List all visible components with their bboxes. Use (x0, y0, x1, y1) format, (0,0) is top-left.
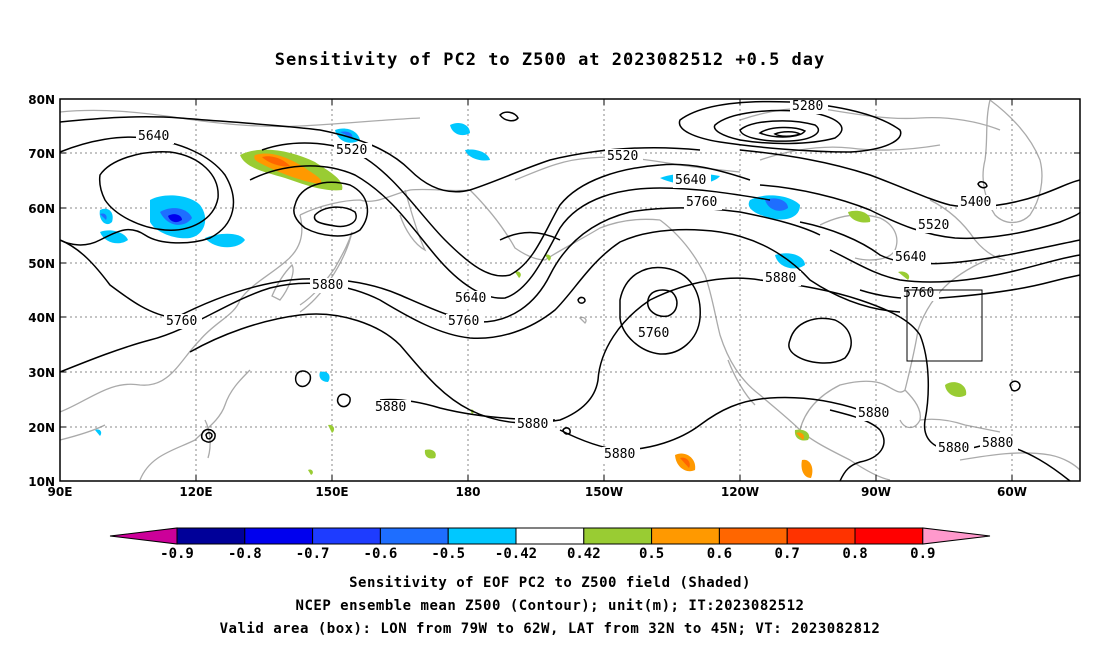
colorbar-segment (244, 527, 314, 545)
lon-label: 150E (315, 485, 348, 499)
contour-label: 5640 (138, 129, 169, 144)
colorbar-segment (176, 527, 246, 545)
colorbar-segment (854, 527, 924, 545)
colorbar-label: -0.8 (228, 546, 262, 562)
contour-label-group: 5280 5640 5520 5520 5640 5760 5400 5520 … (136, 99, 1018, 462)
footer-line-valid-area: Valid area (box): LON from 79W to 62W, L… (219, 621, 881, 637)
lat-label: 10N (28, 475, 55, 489)
lon-label: 60W (997, 485, 1027, 499)
contour-label: 5880 (938, 441, 969, 456)
contour-label: 5880 (604, 447, 635, 462)
colorbar-segment (379, 527, 449, 545)
colorbar-segment (786, 527, 856, 545)
contour-label: 5760 (686, 195, 717, 210)
axis-ticks (60, 98, 1080, 482)
contour-label: 5640 (895, 250, 926, 265)
contour-label: 5520 (336, 143, 367, 158)
contour-label: 5400 (960, 195, 991, 210)
map-frame (59, 98, 1081, 482)
lon-label: 90E (48, 485, 73, 499)
colorbar-segment (447, 527, 517, 545)
lat-label: 20N (28, 421, 55, 435)
contour-label: 5880 (312, 278, 343, 293)
latitude-labels: 80N 70N 60N 50N 40N 30N 20N 10N (28, 93, 55, 489)
lat-label: 40N (28, 311, 55, 325)
lon-label: 180 (455, 485, 480, 499)
colorbar-segment (583, 527, 653, 545)
colorbar-segment (651, 527, 720, 545)
colorbar-end-high (922, 527, 991, 545)
colorbar-label: -0.7 (296, 546, 330, 562)
lat-label: 70N (28, 147, 55, 161)
contour-label: 5880 (765, 271, 796, 286)
contour-label: 5640 (455, 291, 486, 306)
lat-label: 60N (28, 202, 55, 216)
lat-label: 30N (28, 366, 55, 380)
footer-line-shading: Sensitivity of EOF PC2 to Z500 field (Sh… (349, 575, 751, 591)
chart-title: Sensitivity of PC2 to Z500 at 2023082512… (274, 50, 826, 70)
longitude-labels: 90E 120E 150E 180 150W 120W 90W 60W (48, 485, 1027, 499)
contour-label: 5880 (858, 406, 889, 421)
contour-label: 5280 (792, 99, 823, 114)
lat-label: 80N (28, 93, 55, 107)
footer-line-contour: NCEP ensemble mean Z500 (Contour); unit(… (295, 598, 805, 614)
lon-label: 150W (585, 485, 623, 499)
colorbar-label: 0.9 (910, 546, 935, 562)
contour-label: 5880 (982, 436, 1013, 451)
colorbar-label: 0.5 (639, 546, 664, 562)
colorbar-label: 0.7 (775, 546, 800, 562)
contour-label: 5760 (448, 314, 479, 329)
colorbar-segment (312, 527, 381, 545)
colorbar-label: 0.42 (567, 546, 601, 562)
contour-label: 5520 (918, 218, 949, 233)
contour-label: 5880 (517, 417, 548, 432)
colorbar-label: -0.9 (160, 546, 194, 562)
colorbar: -0.9 -0.8 -0.7 -0.6 -0.5 -0.42 0.42 0.5 0.6 0.7 0.… (109, 527, 991, 562)
contour-label: 5520 (607, 149, 638, 164)
contour-label: 5760 (903, 286, 934, 301)
contour-label: 5760 (166, 314, 197, 329)
lon-label: 120W (721, 485, 759, 499)
colorbar-end-low (109, 527, 178, 545)
valid-area-box (906, 289, 983, 362)
colorbar-segment (718, 527, 788, 545)
contour-label: 5640 (675, 173, 706, 188)
lon-label: 90W (861, 485, 891, 499)
colorbar-label: 0.6 (707, 546, 732, 562)
colorbar-label: -0.42 (495, 546, 537, 562)
lon-label: 120E (179, 485, 212, 499)
colorbar-label: 0.8 (842, 546, 867, 562)
colorbar-segment (515, 527, 585, 545)
contour-label: 5880 (375, 400, 406, 415)
contour-label: 5760 (638, 326, 669, 341)
colorbar-label: -0.6 (364, 546, 398, 562)
colorbar-label: -0.5 (431, 546, 465, 562)
lat-label: 50N (28, 257, 55, 271)
